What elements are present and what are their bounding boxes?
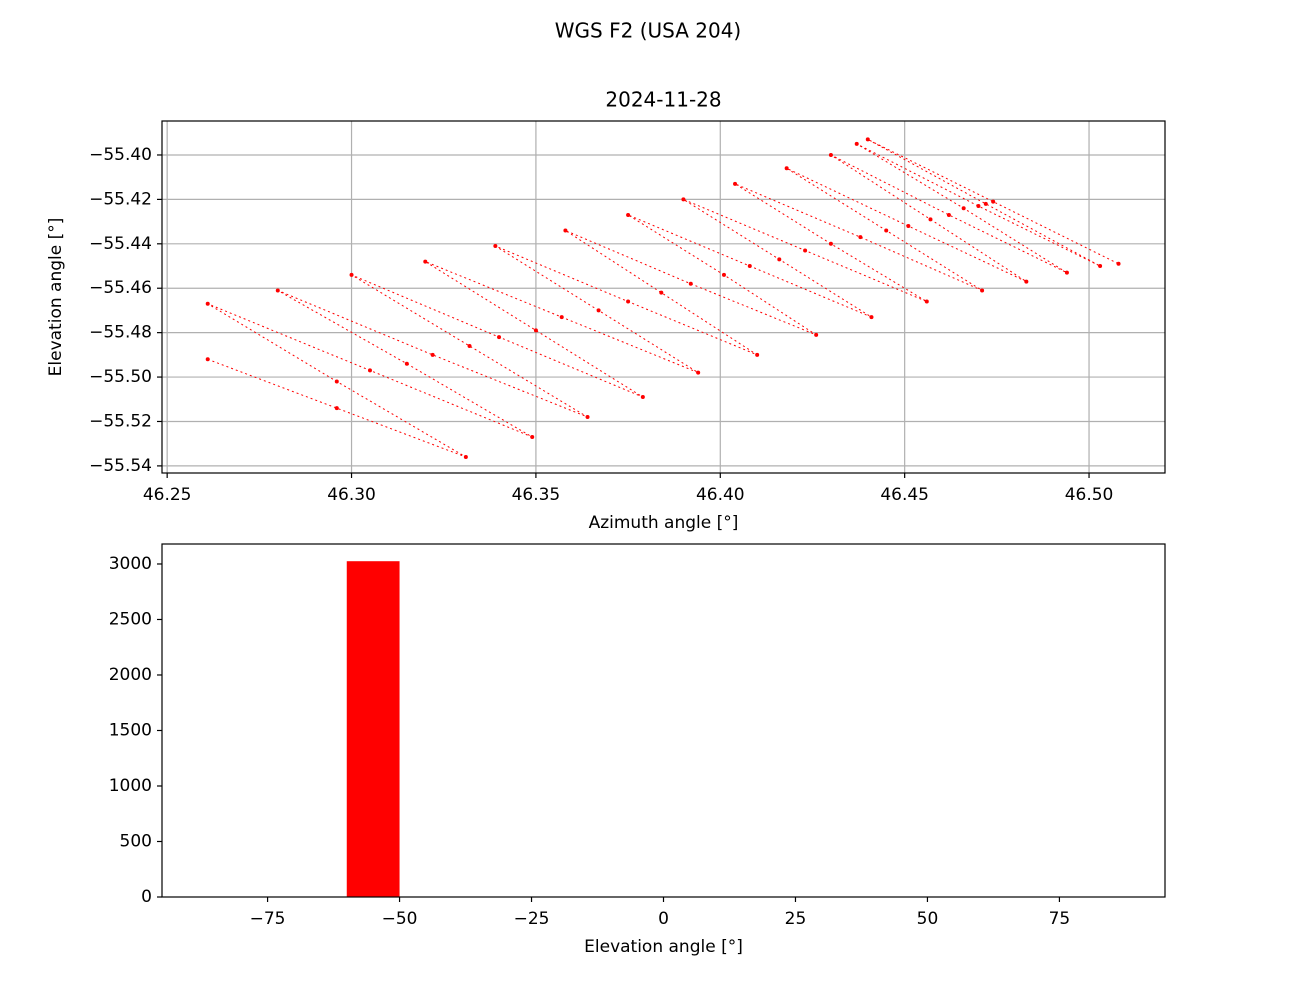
point [928,217,933,222]
point [991,199,996,204]
bar [346,561,400,897]
point [559,315,564,320]
point [1064,270,1069,275]
x-tick-label: −25 [514,909,550,929]
y-tick-label: 2500 [109,609,152,629]
y-tick-label: −55.54 [89,456,152,476]
x-tick-label: 46.50 [1065,485,1114,505]
point [688,281,693,286]
point [803,248,808,253]
y-tick-label: −55.46 [89,278,152,298]
y-tick-label: −55.48 [89,323,152,343]
x-tick-label: 46.40 [696,485,745,505]
point [205,357,210,362]
point [334,379,339,384]
point [696,370,701,375]
x-tick-label: 46.35 [512,485,561,505]
point [493,244,498,249]
point [784,166,789,171]
point [747,264,752,269]
x-tick-label: 46.25 [143,485,192,505]
point [533,328,538,333]
axes-frame [161,543,1166,898]
y-tick-label: 2000 [109,665,152,685]
point [430,352,435,357]
point [755,352,760,357]
y-tick-label: 1500 [109,720,152,740]
point [828,241,833,246]
point [777,257,782,262]
x-tick-label: 25 [785,909,807,929]
y-tick-label: 3000 [109,554,152,574]
point [1098,264,1103,269]
point [865,137,870,142]
x-tick-label: −50 [382,909,418,929]
point [659,290,664,295]
x-axis-label: Elevation angle [°] [584,937,743,957]
y-tick-label: −55.50 [89,367,152,387]
point [980,288,985,293]
y-tick-label: −55.44 [89,234,152,254]
y-tick-label: 500 [120,831,152,851]
point [906,224,911,229]
point [924,299,929,304]
point [961,206,966,211]
point [349,272,354,277]
point [884,228,889,233]
point [467,343,472,348]
y-axis-label: Elevation angle [°] [46,218,66,377]
axes-frame [161,120,1166,474]
point [814,332,819,337]
point [404,361,409,366]
point [858,235,863,240]
point [497,335,502,340]
y-tick-label: −55.40 [89,145,152,165]
point [976,204,981,209]
point [1116,261,1121,266]
point [626,299,631,304]
point [596,308,601,313]
point [563,228,568,233]
point [681,197,686,202]
point [463,455,468,460]
point [854,141,859,146]
figure-title: WGS F2 (USA 204) [555,19,741,43]
y-tick-label: 0 [141,887,152,907]
point [733,181,738,186]
x-tick-label: 46.45 [880,485,929,505]
point [275,288,280,293]
x-tick-label: 46.30 [327,485,376,505]
point [367,368,372,373]
point [721,272,726,277]
y-tick-label: −55.52 [89,411,152,431]
x-tick-label: −75 [250,909,286,929]
axes-title: 2024-11-28 [605,88,721,112]
y-tick-label: 1000 [109,776,152,796]
point [626,212,631,217]
point [869,315,874,320]
point [530,435,535,440]
x-tick-label: 0 [658,909,669,929]
x-tick-label: 50 [917,909,939,929]
x-tick-label: 75 [1049,909,1071,929]
point [205,301,210,306]
point [423,259,428,264]
x-axis-label: Azimuth angle [°] [589,513,739,533]
point [585,415,590,420]
point [983,201,988,206]
point [334,406,339,411]
point [946,212,951,217]
y-tick-label: −55.42 [89,189,152,209]
point [640,395,645,400]
point [828,152,833,157]
point [1024,279,1029,284]
